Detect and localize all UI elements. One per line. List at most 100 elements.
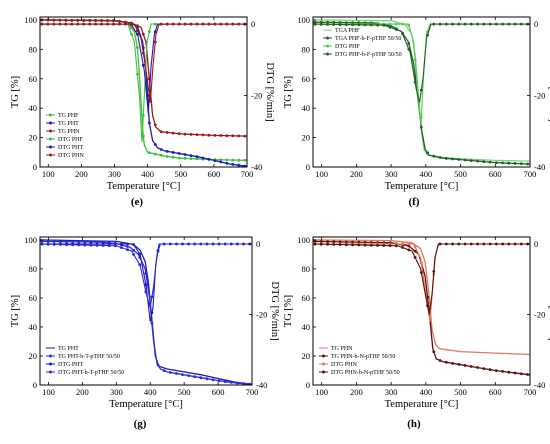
legend-swatch-marker [49, 113, 52, 117]
y-tick-label: 20 [29, 133, 38, 143]
series-marker [177, 156, 181, 160]
series-marker [419, 271, 423, 274]
series-marker [494, 242, 498, 246]
series-marker [457, 242, 461, 246]
series-marker [223, 380, 227, 383]
series-marker [444, 157, 448, 160]
x-tick-label: 400 [419, 387, 432, 397]
series-marker [407, 248, 411, 252]
y-axis-label: TG [%] [10, 295, 21, 327]
series-marker [419, 261, 423, 265]
series-marker [132, 253, 136, 256]
series-marker [229, 380, 233, 384]
series-marker [401, 246, 404, 249]
series-line-3 [313, 23, 530, 125]
series-marker [482, 22, 486, 26]
series-marker [156, 363, 160, 367]
x-tick-label: 700 [524, 169, 537, 179]
series-marker [394, 244, 398, 248]
series-marker [132, 243, 136, 247]
x-tick-label: 200 [350, 387, 363, 397]
series-marker [243, 134, 247, 138]
series-marker [136, 72, 139, 76]
series-marker [126, 248, 129, 252]
y-tick-label: 80 [302, 44, 311, 54]
series-marker [136, 32, 139, 36]
series-marker [136, 24, 139, 28]
y2-tick-label: 0 [251, 19, 255, 29]
series-marker [432, 22, 436, 26]
legend-entry-label: TG PHT [58, 121, 79, 127]
series-marker [413, 245, 417, 249]
plot-frame [312, 16, 531, 168]
x-axis-label: Temperature [°C] [109, 399, 183, 410]
series-marker [141, 63, 145, 67]
plot-frame [39, 16, 248, 168]
series-marker [407, 242, 411, 246]
series-marker [248, 382, 251, 385]
series-marker [444, 22, 448, 26]
series-marker [201, 133, 205, 137]
series-marker [332, 23, 336, 26]
series-marker [243, 164, 247, 167]
legend-entry-label: DTG PHF [58, 137, 84, 143]
series-marker [165, 22, 169, 26]
series-marker [407, 23, 411, 27]
series-marker [58, 22, 62, 26]
series-marker [223, 242, 227, 246]
legend-swatch-marker [49, 362, 52, 366]
legend-entry-label: DTG PHN [331, 362, 358, 368]
series-marker [401, 242, 404, 246]
legend-entry-label: DTG PHF [335, 44, 361, 50]
series-marker [488, 160, 492, 164]
series-marker [213, 134, 217, 137]
y2-tick-label: -20 [256, 310, 267, 320]
series-marker [94, 19, 97, 22]
series-marker [432, 154, 436, 158]
series-marker [231, 134, 235, 138]
series-marker [52, 22, 56, 26]
legend-entry-label: DTG PHF-b-F-pTHF 50/50 [335, 52, 402, 58]
series-marker [153, 40, 157, 44]
series-marker [229, 242, 233, 246]
chart-panel-2: 100 200 300 400 500 600 700 0 20 40 60 80 100 0 -20 -40… [283, 15, 550, 208]
series-marker [376, 23, 379, 27]
series-marker [407, 47, 411, 51]
series-marker [213, 159, 217, 163]
series-marker [388, 25, 392, 29]
series-marker [526, 162, 529, 166]
series-marker [118, 19, 121, 23]
series-marker [351, 23, 354, 27]
series-marker [526, 373, 529, 376]
y-tick-label: 100 [24, 15, 37, 25]
y2-axis-label: DTG [%/min] [547, 281, 550, 340]
series-marker [162, 369, 166, 372]
series-marker [513, 242, 517, 246]
series-marker [199, 376, 203, 380]
series-marker [165, 150, 169, 153]
series-marker [326, 242, 329, 246]
y-tick-label: 0 [306, 162, 310, 172]
series-marker [77, 240, 81, 244]
series-marker [107, 244, 111, 248]
legend-swatch-marker [49, 153, 52, 157]
series-marker [507, 370, 511, 374]
series-marker [147, 30, 151, 33]
y2-axis-label: DTG [%/min] [264, 62, 275, 121]
series-line-4 [313, 23, 530, 103]
y-tick-label: 40 [302, 103, 311, 113]
series-marker [89, 243, 93, 247]
series-marker [494, 161, 498, 165]
series-marker [444, 360, 448, 364]
series-marker [171, 155, 175, 159]
series-marker [488, 242, 492, 246]
series-marker [501, 370, 504, 373]
series-marker [513, 371, 517, 375]
series-marker [507, 242, 511, 246]
legend-entry-label: TGA PHF-b-F-pTHF 50/50 [335, 36, 401, 42]
series-marker [88, 19, 92, 22]
series-marker [136, 29, 139, 32]
y-tick-label: 60 [302, 74, 311, 84]
series-marker [101, 244, 105, 247]
